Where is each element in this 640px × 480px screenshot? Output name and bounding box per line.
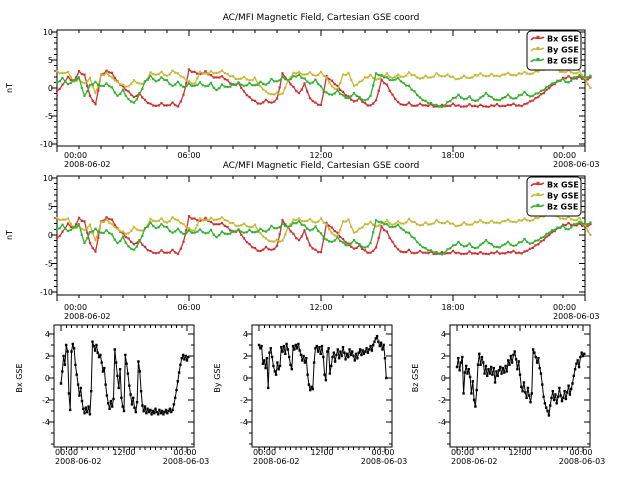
legend-label: Bz GSE bbox=[547, 203, 578, 212]
legend-label: Bx GSE bbox=[547, 181, 579, 190]
y-tick-label: -4 bbox=[42, 418, 50, 427]
x-tick-label: 06:00 bbox=[177, 151, 200, 160]
x-tick-label: 12:00 bbox=[112, 448, 135, 457]
panel-top2-title: AC/MFI Magnetic Field, Cartesian GSE coo… bbox=[222, 161, 420, 171]
x-tick-label: 06:00 bbox=[177, 303, 200, 312]
legend-label: Bz GSE bbox=[547, 57, 578, 66]
panel-bottom-bx-frame bbox=[53, 324, 195, 448]
y-axis-title: By GSE bbox=[213, 363, 222, 392]
y-tick-label: 0 bbox=[441, 374, 446, 383]
y-tick-label: -4 bbox=[438, 418, 446, 427]
y-axis-title: Bx GSE bbox=[15, 363, 24, 392]
legend-marker-square bbox=[536, 203, 540, 207]
legend-marker-square bbox=[536, 192, 540, 196]
x-tick-label: 00:00 bbox=[451, 448, 474, 457]
y-axis-title: nT bbox=[5, 230, 14, 240]
y-axis-title: Bz GSE bbox=[411, 364, 420, 393]
series-bx-gse-markers bbox=[55, 215, 592, 256]
y-tick-label: -10 bbox=[40, 288, 53, 297]
panel-bottom-by-frame bbox=[251, 324, 393, 448]
y-tick-label: 5 bbox=[48, 203, 53, 212]
series-bz-gse-markers bbox=[55, 72, 592, 109]
y-tick-label: 0 bbox=[48, 84, 53, 93]
legend-label: By GSE bbox=[547, 192, 579, 201]
y-tick-label: 0 bbox=[45, 374, 50, 383]
x-axis-date-label: 2008-06-03 bbox=[163, 457, 210, 466]
x-axis-date-label: 2008-06-03 bbox=[559, 457, 606, 466]
x-tick-label: 00:00 bbox=[253, 448, 276, 457]
x-tick-label: 00:00 bbox=[371, 448, 394, 457]
series-bx-gse-markers bbox=[59, 340, 190, 416]
y-tick-label: 4 bbox=[243, 330, 248, 339]
series-bx-gse-markers bbox=[55, 68, 592, 108]
y-tick-label: 2 bbox=[45, 352, 50, 361]
y-tick-label: -5 bbox=[45, 112, 53, 121]
y-tick-label: 5 bbox=[48, 56, 53, 65]
y-tick-label: 2 bbox=[243, 352, 248, 361]
legend-marker-square bbox=[536, 46, 540, 50]
x-axis-date-label: 2008-06-03 bbox=[361, 457, 408, 466]
y-tick-label: -5 bbox=[45, 260, 53, 269]
x-axis-date-label: 2008-06-02 bbox=[451, 457, 498, 466]
x-axis-date-label: 2008-06-02 bbox=[55, 457, 102, 466]
legend-label: By GSE bbox=[547, 46, 579, 55]
y-tick-label: 0 bbox=[243, 374, 248, 383]
panel-top2-frame bbox=[56, 175, 586, 296]
x-tick-label: 00:00 bbox=[569, 448, 592, 457]
y-tick-label: -4 bbox=[240, 418, 248, 427]
y-tick-label: 4 bbox=[441, 330, 446, 339]
y-tick-label: -2 bbox=[42, 396, 50, 405]
y-tick-label: -10 bbox=[40, 140, 53, 149]
legend-marker-square bbox=[536, 57, 540, 61]
series-bz-gse-markers bbox=[455, 348, 586, 417]
y-tick-label: 10 bbox=[43, 174, 53, 183]
x-axis-date-label: 2008-06-02 bbox=[64, 160, 111, 169]
panel-top1-frame bbox=[56, 29, 586, 147]
series-bx-gse-line bbox=[60, 341, 189, 416]
x-tick-label: 12:00 bbox=[310, 448, 333, 457]
panel-top1-title: AC/MFI Magnetic Field, Cartesian GSE coo… bbox=[222, 13, 420, 23]
y-tick-label: -2 bbox=[240, 396, 248, 405]
x-tick-label: 00:00 bbox=[553, 151, 576, 160]
x-tick-label: 00:00 bbox=[64, 151, 87, 160]
x-axis-date-label: 2008-06-03 bbox=[553, 312, 600, 321]
y-tick-label: -2 bbox=[438, 396, 446, 405]
x-tick-label: 18:00 bbox=[441, 303, 464, 312]
x-tick-label: 12:00 bbox=[508, 448, 531, 457]
y-tick-label: 10 bbox=[43, 28, 53, 37]
y-tick-label: 4 bbox=[45, 330, 50, 339]
legend-marker-square bbox=[536, 181, 540, 185]
series-by-gse-markers bbox=[257, 335, 388, 392]
y-axis-title: nT bbox=[5, 83, 14, 93]
x-axis-date-label: 2008-06-03 bbox=[553, 160, 600, 169]
y-tick-label: 2 bbox=[441, 352, 446, 361]
legend-label: Bx GSE bbox=[547, 35, 579, 44]
x-tick-label: 00:00 bbox=[55, 448, 78, 457]
x-axis-date-label: 2008-06-02 bbox=[64, 312, 111, 321]
x-tick-label: 18:00 bbox=[441, 151, 464, 160]
x-tick-label: 00:00 bbox=[64, 303, 87, 312]
series-bz-gse-markers bbox=[55, 219, 592, 256]
legend-marker-square bbox=[536, 35, 540, 39]
x-tick-label: 12:00 bbox=[309, 151, 332, 160]
x-tick-label: 00:00 bbox=[553, 303, 576, 312]
y-tick-label: 0 bbox=[48, 231, 53, 240]
x-tick-label: 00:00 bbox=[173, 448, 196, 457]
x-axis-date-label: 2008-06-02 bbox=[253, 457, 300, 466]
x-tick-label: 12:00 bbox=[309, 303, 332, 312]
